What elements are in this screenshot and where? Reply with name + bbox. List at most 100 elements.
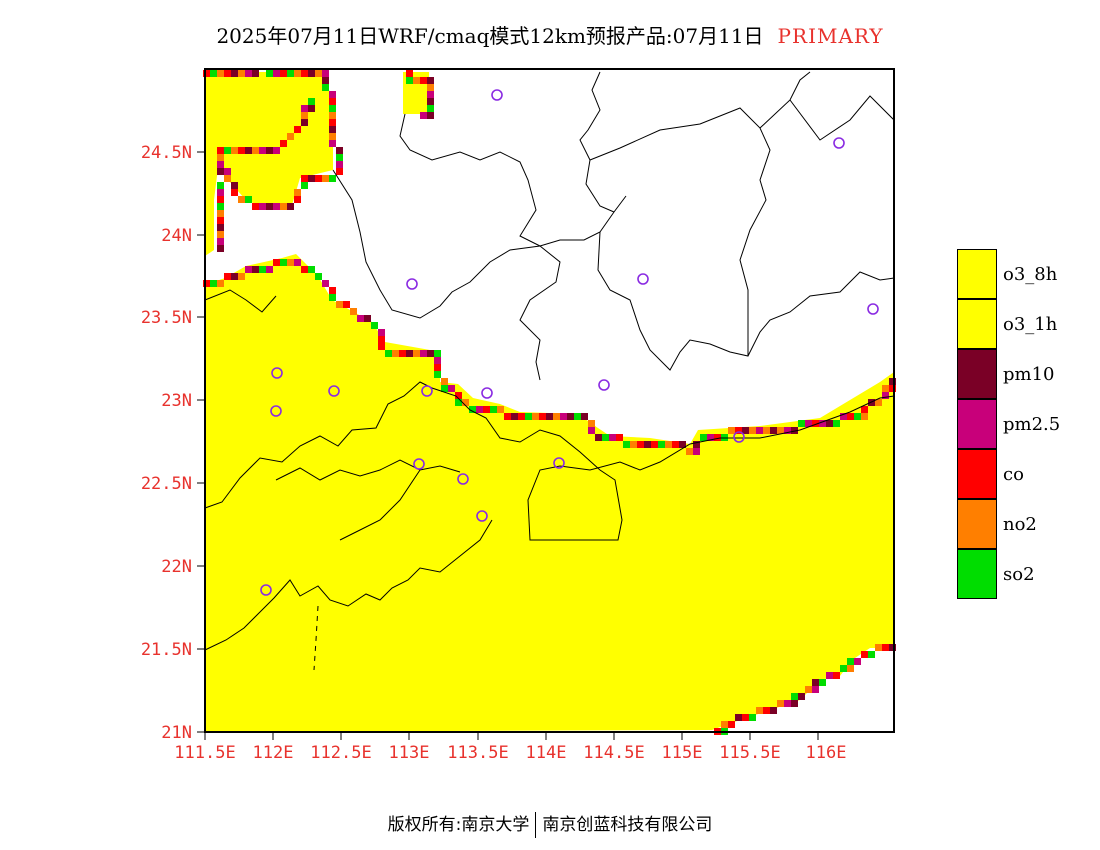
boundary-central	[519, 245, 561, 381]
pollutant-cell	[378, 343, 385, 350]
boundary-north-b	[597, 231, 895, 371]
pollutant-cell	[273, 70, 280, 77]
pollutant-cell	[679, 441, 686, 448]
pollutant-cell	[273, 259, 280, 266]
pollutant-cell	[672, 441, 679, 448]
pollutant-cell	[308, 98, 315, 105]
pollutant-cell	[826, 420, 833, 427]
pollutant-cell	[217, 161, 224, 168]
legend-label-co: co	[1003, 464, 1024, 485]
pollutant-cell	[280, 70, 287, 77]
pollutant-cell	[742, 427, 749, 434]
pollutant-cell	[266, 147, 273, 154]
pollutant-cell	[406, 350, 413, 357]
legend-swatch-pm25	[957, 399, 997, 449]
pollutant-cell	[336, 154, 343, 161]
lon-label: 113E	[389, 743, 430, 763]
pollutant-cells	[203, 70, 896, 735]
pollutant-cell	[847, 665, 854, 672]
boundary-lines	[204, 71, 895, 671]
city-marker	[733, 431, 745, 443]
pollutant-cell	[238, 70, 245, 77]
pollutant-cell	[567, 413, 574, 420]
pollutant-cell	[217, 196, 224, 203]
legend-label-o3-1h: o3_1h	[1003, 314, 1058, 335]
pollutant-cell	[294, 189, 301, 196]
lon-label: 114.5E	[583, 743, 644, 763]
pollutant-cell	[217, 168, 224, 175]
city-marker	[598, 379, 610, 391]
pollutant-cell	[329, 91, 336, 98]
city-marker	[328, 385, 340, 397]
lon-label: 112E	[253, 743, 294, 763]
pollutant-cell	[224, 175, 231, 182]
pollutant-cell	[840, 413, 847, 420]
pollutant-cell	[301, 70, 308, 77]
pollutant-cell	[805, 420, 812, 427]
pollutant-cell	[455, 392, 462, 399]
pollutant-cell	[252, 266, 259, 273]
pollutant-cell	[210, 70, 217, 77]
pollutant-cell	[245, 196, 252, 203]
legend-swatch-pm10	[957, 349, 997, 399]
legend-swatch-o3-1h	[957, 299, 997, 349]
pollutant-cell	[378, 329, 385, 336]
pollutant-cell	[224, 273, 231, 280]
pollutant-cell	[434, 350, 441, 357]
pollutant-cell	[371, 322, 378, 329]
pollutant-cell	[777, 427, 784, 434]
west-coast-islands	[204, 519, 493, 651]
pollutant-cell	[889, 644, 896, 651]
pollutant-cell	[574, 413, 581, 420]
pollutant-cell	[497, 406, 504, 413]
lat-label: 21.5N	[141, 640, 192, 660]
pollutant-cell	[518, 413, 525, 420]
pollutant-cell	[728, 721, 735, 728]
pollutant-cell	[322, 70, 329, 77]
pollutant-cell	[441, 378, 448, 385]
pollutant-cell	[217, 245, 224, 252]
pollutant-cell	[259, 147, 266, 154]
pollutant-cell	[203, 70, 210, 77]
pollutant-cell	[637, 441, 644, 448]
pollutant-cell	[231, 182, 238, 189]
pollutant-cell	[532, 413, 539, 420]
pollutant-cell	[777, 700, 784, 707]
pollutant-cell	[791, 693, 798, 700]
footer-right: 南京创蓝科技有限公司	[542, 815, 713, 835]
pollutant-cell	[329, 112, 336, 119]
pollutant-cell	[770, 427, 777, 434]
boundary-north-d	[579, 71, 615, 213]
pollutant-cell	[588, 420, 595, 427]
city-marker	[271, 367, 283, 379]
pollutant-cell	[294, 126, 301, 133]
pollutant-cell	[861, 413, 868, 420]
boundary-south-inner	[275, 459, 461, 541]
pollutant-cell	[231, 189, 238, 196]
pollutant-cell	[308, 105, 315, 112]
pollutant-cell	[693, 448, 700, 455]
pollutant-cell	[434, 357, 441, 364]
pollutant-cell	[553, 413, 560, 420]
pollutant-cell	[560, 413, 567, 420]
pollutant-cell	[217, 154, 224, 161]
boundary-inland-west	[204, 289, 277, 313]
pollutant-cell	[875, 399, 882, 406]
pollutant-cell	[756, 707, 763, 714]
pollutant-cell	[658, 441, 665, 448]
pollutant-cell	[259, 203, 266, 210]
pollutant-cell	[413, 77, 420, 84]
pollutant-cell	[294, 70, 301, 77]
pollutant-cell	[231, 70, 238, 77]
pollutant-cell	[434, 371, 441, 378]
pollutant-cell	[623, 441, 630, 448]
city-marker	[553, 457, 565, 469]
pollutant-cell	[854, 413, 861, 420]
pollutant-cell	[329, 98, 336, 105]
pollutant-cell	[889, 378, 896, 385]
pollutant-cell	[427, 77, 434, 84]
pollutant-cell	[336, 161, 343, 168]
pollutant-cell	[385, 350, 392, 357]
legend-swatch-so2	[957, 549, 997, 599]
pollutant-cell	[812, 686, 819, 693]
